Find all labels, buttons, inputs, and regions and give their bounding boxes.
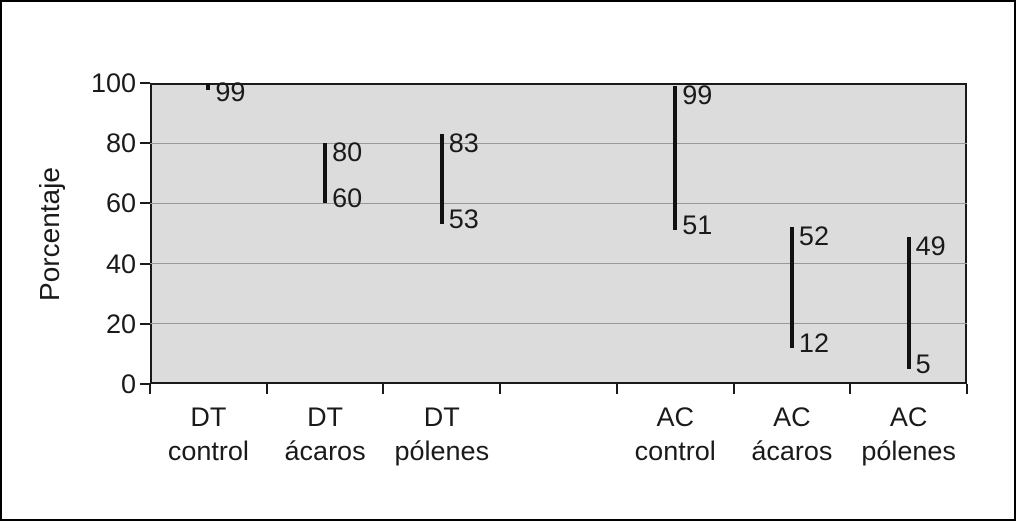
range-low-label: 53 (448, 204, 479, 235)
category-line2: ácaros (751, 436, 833, 466)
range-low-label: 60 (332, 183, 363, 214)
x-axis-tick (732, 384, 735, 394)
gridline (150, 263, 967, 265)
x-axis-category-label: AC control (595, 400, 755, 468)
category-line2: ácaros (284, 436, 366, 466)
category-line2: pólenes (861, 436, 956, 466)
x-axis-category-label: DT pólenes (362, 400, 522, 468)
category-line1: DT (423, 402, 460, 432)
range-high-label: 80 (332, 137, 363, 168)
y-axis-tick-label: 20 (105, 308, 136, 339)
category-line1: AC (656, 402, 694, 432)
y-axis-tick-label: 0 (120, 369, 136, 399)
y-axis-tick-label: 40 (105, 248, 136, 279)
range-line (673, 86, 678, 231)
category-line2: pólenes (394, 436, 490, 466)
gridline (150, 202, 967, 204)
range-low-label: 5 (915, 348, 931, 379)
y-axis-tick-label: 100 (90, 68, 136, 98)
y-axis-tick (140, 82, 150, 84)
range-line (206, 83, 211, 90)
range-low-label: 51 (682, 210, 713, 241)
range-line (906, 236, 911, 369)
range-line (439, 134, 444, 225)
range-low-label: 12 (798, 327, 829, 358)
y-axis-tick-label: 60 (105, 188, 136, 219)
category-line1: AC (889, 402, 928, 432)
range-high-label: 99 (682, 80, 713, 110)
x-axis-tick (966, 384, 968, 394)
range-line (789, 227, 794, 348)
x-axis-tick (615, 384, 618, 394)
range-high-label: 99 (215, 77, 246, 107)
y-axis-tick (140, 383, 150, 385)
y-axis-tick (140, 142, 150, 145)
y-axis-tick (140, 202, 150, 205)
gridline (150, 323, 967, 325)
category-line1: AC (773, 402, 811, 432)
x-axis-tick (382, 384, 385, 394)
x-axis-tick (265, 384, 268, 394)
y-axis-tick (140, 262, 150, 265)
range-line (323, 143, 328, 204)
x-axis-category-label: DT ácaros (245, 400, 405, 468)
x-axis-category-label: AC ácaros (712, 400, 872, 468)
range-high-label: 83 (448, 128, 479, 159)
x-axis-category-label: DT control (128, 400, 288, 468)
range-high-label: 52 (798, 221, 829, 252)
category-line2: control (634, 436, 716, 466)
x-axis-tick (149, 384, 151, 394)
category-line1: DT (307, 402, 344, 432)
y-axis-tick-label: 80 (105, 128, 136, 159)
plot-area (150, 83, 967, 384)
x-axis-tick (499, 384, 502, 394)
category-line1: DT (190, 402, 227, 432)
gridline (150, 142, 967, 144)
x-axis-category-label: AC pólenes (829, 400, 989, 468)
category-line2: control (167, 436, 249, 466)
x-axis-tick (849, 384, 852, 394)
range-high-label: 49 (915, 230, 946, 261)
y-axis-tick (140, 322, 150, 325)
y-axis-title: Porcentaje (34, 167, 65, 301)
